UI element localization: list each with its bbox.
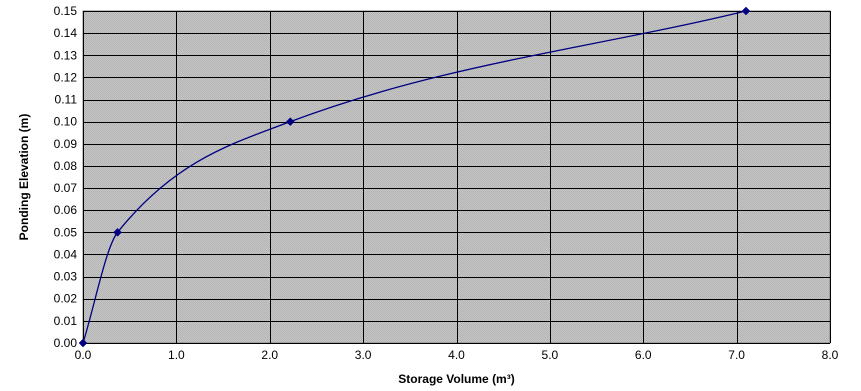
y-tick-label: 0.01 [54,314,78,328]
x-tick-label: 6.0 [635,348,652,362]
x-tick-label: 2.0 [261,348,278,362]
plot-area [82,10,831,344]
x-tick-label: 8.0 [822,348,839,362]
x-tick-label: 3.0 [355,348,372,362]
data-point-marker [741,6,751,16]
y-tick-label: 0.14 [54,26,78,40]
y-tick-label: 0.00 [54,336,78,350]
tick-labels: 0.0 1.0 2.0 3.0 4.0 5.0 6.0 7.0 8.0 0.00 0.01 0.02 0… [54,4,839,362]
y-tick-label: 0.03 [54,270,78,284]
gridlines [83,11,831,344]
y-tick-label: 0.02 [54,292,78,306]
y-tick-label: 0.15 [54,4,78,18]
x-tick-label: 0.0 [75,348,92,362]
y-tick-label: 0.11 [55,93,78,107]
x-tick-label: 4.0 [448,348,465,362]
y-tick-label: 0.08 [54,159,78,173]
y-tick-label: 0.13 [54,48,78,62]
y-tick-label: 0.10 [54,115,78,129]
x-tick-label: 7.0 [728,348,745,362]
x-axis-title: Storage Volume (m³) [398,372,514,386]
y-tick-label: 0.12 [54,70,78,84]
data-point-marker [78,338,88,348]
y-tick-label: 0.06 [54,203,78,217]
data-point-marker [113,227,122,237]
series-layer [78,6,751,348]
y-tick-label: 0.09 [54,137,78,151]
x-tick-label: 1.0 [168,348,185,362]
data-point-marker [285,117,295,127]
y-tick-label: 0.04 [54,247,78,261]
y-tick-label: 0.07 [54,181,78,195]
y-tick-label: 0.05 [54,225,78,239]
series-line [82,10,747,344]
y-axis-title: Ponding Elevation (m) [17,114,31,241]
x-tick-label: 5.0 [542,348,559,362]
